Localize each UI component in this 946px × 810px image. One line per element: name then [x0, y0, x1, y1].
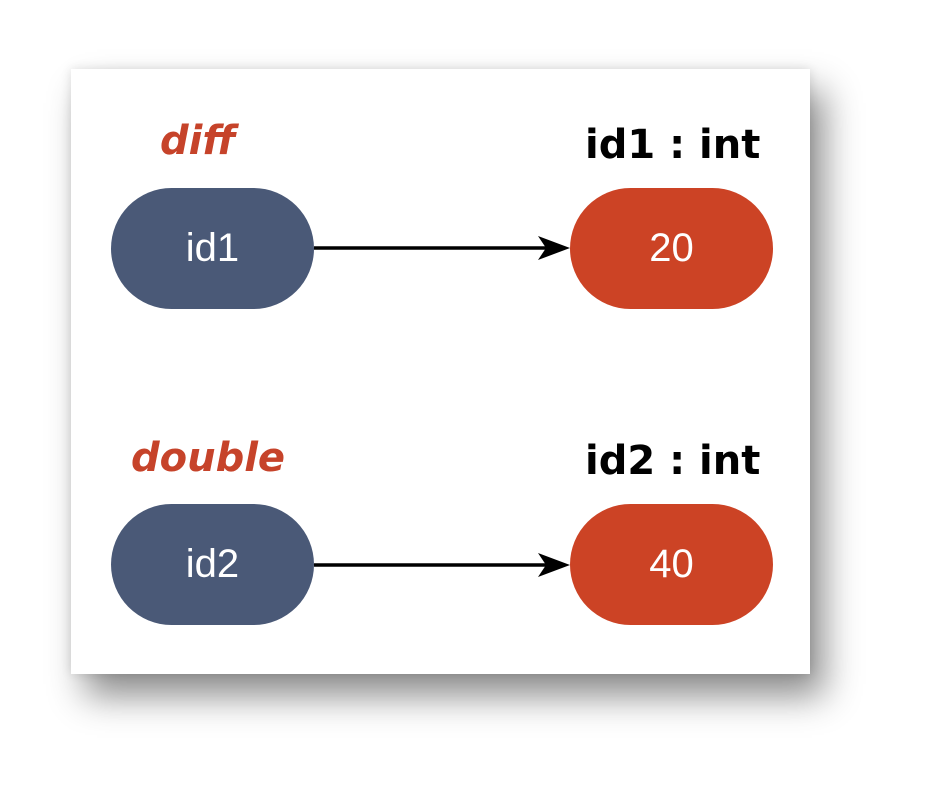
value-node-label: 20 [649, 226, 694, 270]
identifier-node-id2: id2 [111, 504, 314, 625]
value-node-20: 20 [570, 188, 773, 309]
value-node-40: 40 [570, 504, 773, 625]
object-type-label-id1: id1 : int [585, 122, 761, 168]
variable-label-diff: diff [160, 118, 236, 164]
variable-label-double: double [131, 435, 286, 481]
identifier-node-label: id2 [185, 542, 240, 586]
identifier-node-id1: id1 [111, 188, 314, 309]
value-node-label: 40 [649, 542, 694, 586]
object-type-label-id2: id2 : int [585, 438, 761, 484]
identifier-node-label: id1 [185, 226, 240, 270]
